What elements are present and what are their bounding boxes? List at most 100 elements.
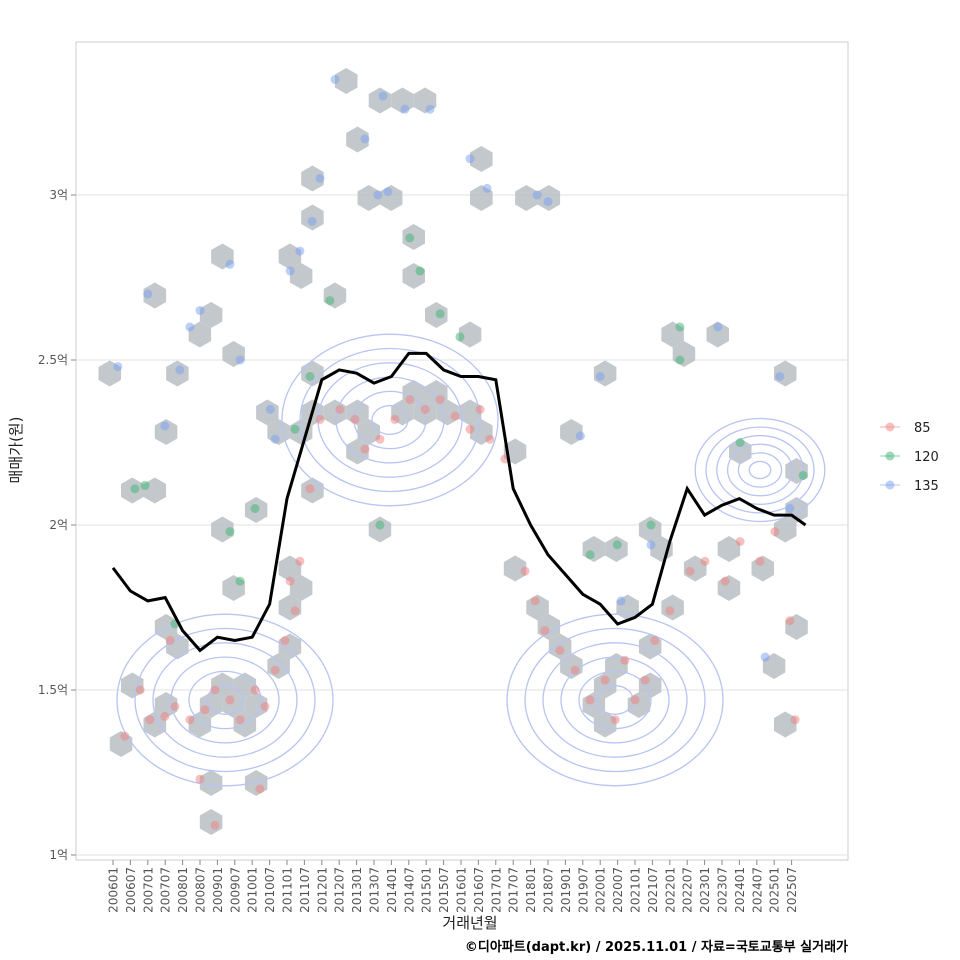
data-point-85 [735, 537, 745, 546]
x-tick-label: 202207 [681, 867, 695, 913]
data-point-135 [400, 104, 410, 114]
data-point-85 [270, 665, 280, 675]
data-point-120 [250, 504, 260, 513]
data-point-135 [143, 289, 153, 299]
density-contour [748, 460, 772, 480]
data-point-135 [160, 421, 170, 431]
data-point-135 [315, 174, 325, 183]
x-tick-label: 201401 [385, 867, 399, 913]
density-contour [116, 613, 334, 787]
density-contour [506, 613, 724, 787]
data-point-135 [175, 365, 185, 375]
data-point-85 [610, 715, 620, 725]
hexbin [706, 321, 729, 348]
data-point-120 [325, 296, 335, 306]
hexbin [244, 692, 268, 718]
data-point-85 [305, 484, 315, 494]
data-point-85 [350, 414, 360, 424]
hexbin [357, 185, 380, 211]
data-point-135 [235, 355, 245, 365]
density-contour [206, 685, 244, 715]
data-point-135 [465, 154, 475, 164]
data-point-85 [160, 711, 170, 721]
hexbin [199, 770, 223, 796]
data-point-85 [295, 556, 305, 566]
x-tick-label: 201501 [420, 867, 434, 913]
legend-label: 120 [914, 450, 939, 465]
data-point-85 [360, 444, 370, 454]
data-point-135 [185, 322, 195, 332]
data-point-135 [713, 322, 723, 332]
y-tick-label: 3억 [49, 188, 68, 202]
hexbin [289, 575, 313, 601]
data-point-135 [532, 190, 542, 200]
data-point-85 [170, 702, 180, 711]
density-contour [134, 627, 316, 773]
x-tick-label: 201301 [350, 867, 364, 913]
x-tick-label: 202307 [716, 867, 730, 913]
x-tick-label: 202501 [768, 867, 782, 913]
data-point-85 [135, 685, 145, 695]
data-point-85 [640, 675, 650, 685]
density-contour [578, 670, 652, 730]
legend-label: 135 [914, 479, 939, 494]
x-tick-label: 202507 [785, 867, 799, 913]
hexbin [503, 555, 527, 582]
data-point-85 [280, 636, 290, 645]
x-tick-label: 202407 [750, 867, 764, 913]
hexbin [368, 516, 392, 543]
data-point-85 [420, 405, 430, 414]
x-tick-label: 200807 [194, 867, 208, 913]
data-point-120 [140, 480, 150, 490]
data-point-135 [482, 183, 492, 193]
data-point-120 [290, 424, 300, 434]
data-point-85 [630, 695, 640, 705]
x-tick-label: 201307 [368, 867, 382, 913]
x-tick-label: 201807 [542, 867, 556, 913]
data-point-85 [540, 626, 550, 636]
hexbin [346, 126, 369, 153]
data-point-120 [646, 520, 656, 530]
data-point-135 [378, 91, 388, 101]
x-tick-label: 201607 [472, 867, 486, 913]
x-tick-label: 200901 [211, 867, 225, 913]
data-point-85 [390, 414, 400, 424]
x-tick-label: 201107 [298, 867, 312, 913]
hexbin [458, 399, 482, 426]
data-point-135 [225, 259, 235, 269]
data-point-85 [685, 566, 695, 576]
x-tick-label: 201407 [402, 867, 416, 913]
data-point-85 [285, 576, 295, 586]
hexbin [289, 263, 313, 289]
x-tick-label: 201701 [489, 867, 503, 913]
x-tick-label: 201901 [559, 867, 573, 913]
x-tick-label: 202107 [646, 867, 660, 913]
data-point-85 [335, 405, 345, 414]
density-contour [705, 426, 815, 514]
y-tick-label: 1.5억 [38, 683, 68, 697]
hexbin [717, 536, 741, 562]
data-point-85 [770, 527, 780, 537]
data-point-120 [305, 372, 315, 381]
data-point-135 [775, 372, 785, 381]
x-tick-label: 202201 [663, 867, 677, 913]
y-tick-label: 2.5억 [38, 353, 68, 367]
data-point-85 [650, 636, 660, 645]
x-tick-label: 202007 [611, 867, 625, 913]
data-point-120 [455, 332, 465, 342]
data-point-135 [285, 266, 295, 276]
data-point-120 [235, 576, 245, 586]
hexbin [211, 516, 234, 543]
data-point-85 [315, 414, 325, 424]
data-point-135 [295, 246, 305, 256]
data-point-85 [195, 774, 205, 784]
data-point-85 [755, 556, 765, 566]
legend-swatch [885, 422, 895, 432]
data-point-85 [485, 434, 495, 444]
x-tick-label: 202301 [698, 867, 712, 913]
density-contour [371, 405, 409, 435]
hexbin [458, 321, 482, 348]
x-tick-label: 201507 [437, 867, 451, 913]
data-point-85 [585, 695, 595, 705]
density-contour [299, 347, 481, 493]
